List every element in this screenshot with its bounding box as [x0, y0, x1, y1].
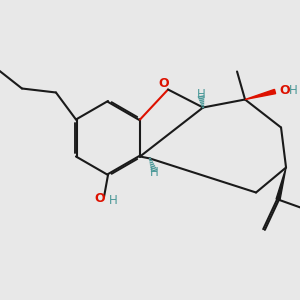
Text: O: O	[95, 193, 105, 206]
Text: H: H	[197, 88, 206, 101]
Text: O: O	[159, 77, 170, 90]
Text: H: H	[150, 166, 158, 179]
Polygon shape	[245, 89, 276, 100]
Text: H: H	[289, 84, 297, 97]
Text: O: O	[279, 84, 290, 97]
Polygon shape	[276, 167, 286, 200]
Text: H: H	[109, 194, 117, 208]
